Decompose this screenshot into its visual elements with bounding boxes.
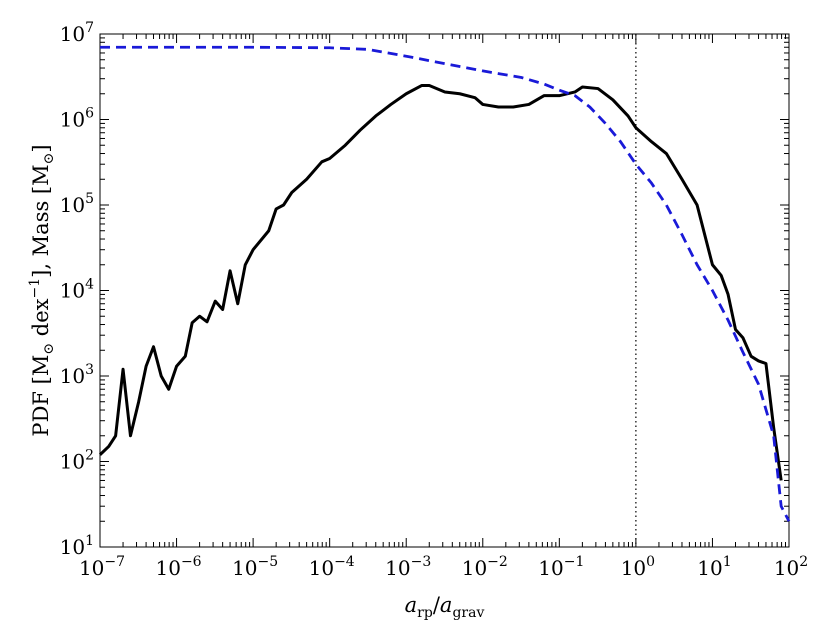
data-series (98, 45, 791, 522)
x-axis-label: arp/agrav (405, 593, 485, 621)
y-axis-label: PDF [M⊙ dex−1], Mass [M⊙] (27, 144, 57, 436)
axis-ticks (99, 33, 790, 548)
pdf-solid-line (98, 83, 783, 481)
x-tick-label: 10−2 (462, 554, 508, 580)
tick-labels: 10−7 10−6 10−5 10−4 10−3 10−2 10−1 100 101 102 101… (60, 20, 809, 580)
plot-frame (99, 33, 790, 548)
x-tick-label: 102 (774, 554, 808, 580)
mass-dashed-line (100, 45, 791, 522)
y-tick-label: 107 (60, 20, 94, 46)
x-tick-label: 10−6 (156, 554, 202, 580)
x-tick-label: 10−1 (538, 554, 584, 580)
x-tick-label: 10−4 (309, 554, 355, 580)
y-tick-label: 104 (60, 277, 94, 303)
x-tick-label: 10−3 (385, 554, 431, 580)
y-tick-label: 102 (60, 448, 94, 474)
x-tick-label: 101 (697, 554, 731, 580)
y-tick-label: 105 (60, 191, 94, 217)
x-tick-label: 10−7 (79, 554, 125, 580)
y-tick-label: 101 (60, 533, 94, 559)
y-tick-label: 106 (60, 106, 94, 132)
x-tick-label: 100 (621, 554, 655, 580)
y-tick-label: 103 (60, 362, 94, 388)
x-tick-label: 10−5 (232, 554, 278, 580)
